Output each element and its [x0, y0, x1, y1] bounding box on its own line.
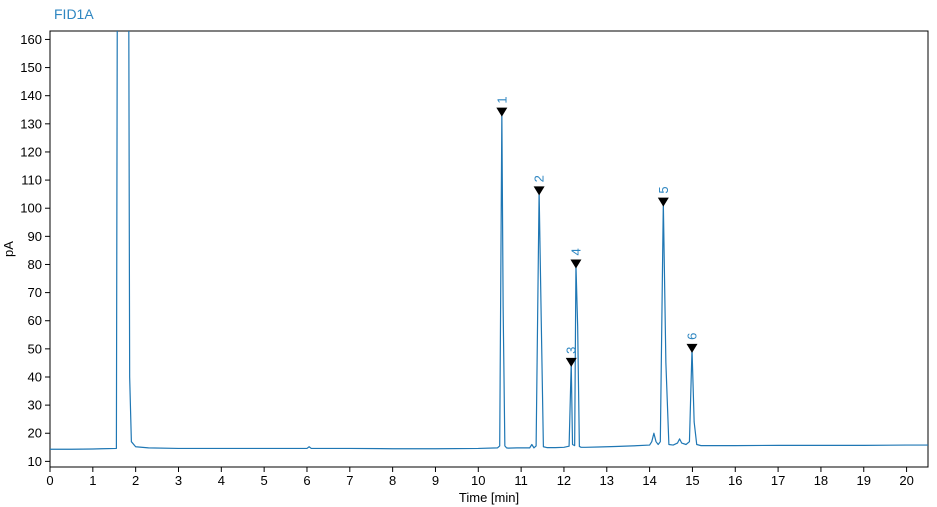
peak-marker	[657, 197, 669, 207]
x-tick-label: 14	[642, 473, 656, 488]
x-tick-label: 18	[814, 473, 828, 488]
x-tick-label: 16	[728, 473, 742, 488]
peak-label: 2	[532, 175, 547, 182]
signal-trace	[50, 31, 928, 450]
y-tick-label: 50	[28, 341, 42, 356]
peak-marker	[565, 357, 577, 367]
series-layer	[50, 31, 928, 450]
x-tick-label: 0	[46, 473, 53, 488]
x-tick-label: 13	[600, 473, 614, 488]
peak-marker	[686, 343, 698, 353]
y-axis-label: pA	[1, 241, 16, 257]
peak-marker	[570, 259, 582, 269]
x-tick-label: 3	[175, 473, 182, 488]
peaks-layer: 1 2 3 4 5 6	[494, 96, 700, 367]
plot-frame	[49, 30, 929, 468]
x-tick-label: 7	[346, 473, 353, 488]
y-tick-label: 90	[28, 229, 42, 244]
x-tick-label: 1	[89, 473, 96, 488]
peak-label: 4	[568, 248, 583, 255]
x-tick-label: 8	[389, 473, 396, 488]
y-tick-label: 160	[20, 32, 42, 47]
x-tick-label: 9	[432, 473, 439, 488]
peak-label: 6	[685, 333, 700, 340]
y-tick-label: 80	[28, 257, 42, 272]
y-tick-label: 30	[28, 398, 42, 413]
y-tick-label: 20	[28, 426, 42, 441]
axes-layer: 0 1 2 3 4 5 6 7 8 9 10 11 12 13 14 15 16 17 18 19 2010203040…	[20, 30, 929, 488]
x-axis-label: Time [min]	[459, 490, 519, 505]
y-tick-label: 140	[20, 88, 42, 103]
y-tick-label: 130	[20, 116, 42, 131]
x-tick-label: 4	[218, 473, 225, 488]
x-tick-label: 15	[685, 473, 699, 488]
x-tick-label: 12	[557, 473, 571, 488]
x-tick-label: 6	[303, 473, 310, 488]
y-tick-label: 40	[28, 369, 42, 384]
y-tick-label: 10	[28, 454, 42, 469]
y-tick-label: 150	[20, 60, 42, 75]
y-tick-label: 60	[28, 313, 42, 328]
x-tick-label: 11	[514, 473, 528, 488]
x-tick-label: 5	[261, 473, 268, 488]
peak-label: 5	[656, 186, 671, 193]
peak-marker	[533, 186, 545, 196]
peak-marker	[496, 107, 508, 117]
x-tick-label: 2	[132, 473, 139, 488]
x-tick-label: 17	[771, 473, 785, 488]
y-tick-label: 120	[20, 144, 42, 159]
y-tick-label: 100	[20, 201, 42, 216]
y-tick-label: 70	[28, 285, 42, 300]
x-tick-label: 19	[857, 473, 871, 488]
chart-title: FID1A	[54, 6, 94, 22]
peak-label: 1	[494, 96, 509, 103]
peak-label: 3	[564, 347, 579, 354]
x-tick-label: 10	[471, 473, 485, 488]
x-tick-label: 20	[899, 473, 913, 488]
y-tick-label: 110	[21, 173, 42, 188]
